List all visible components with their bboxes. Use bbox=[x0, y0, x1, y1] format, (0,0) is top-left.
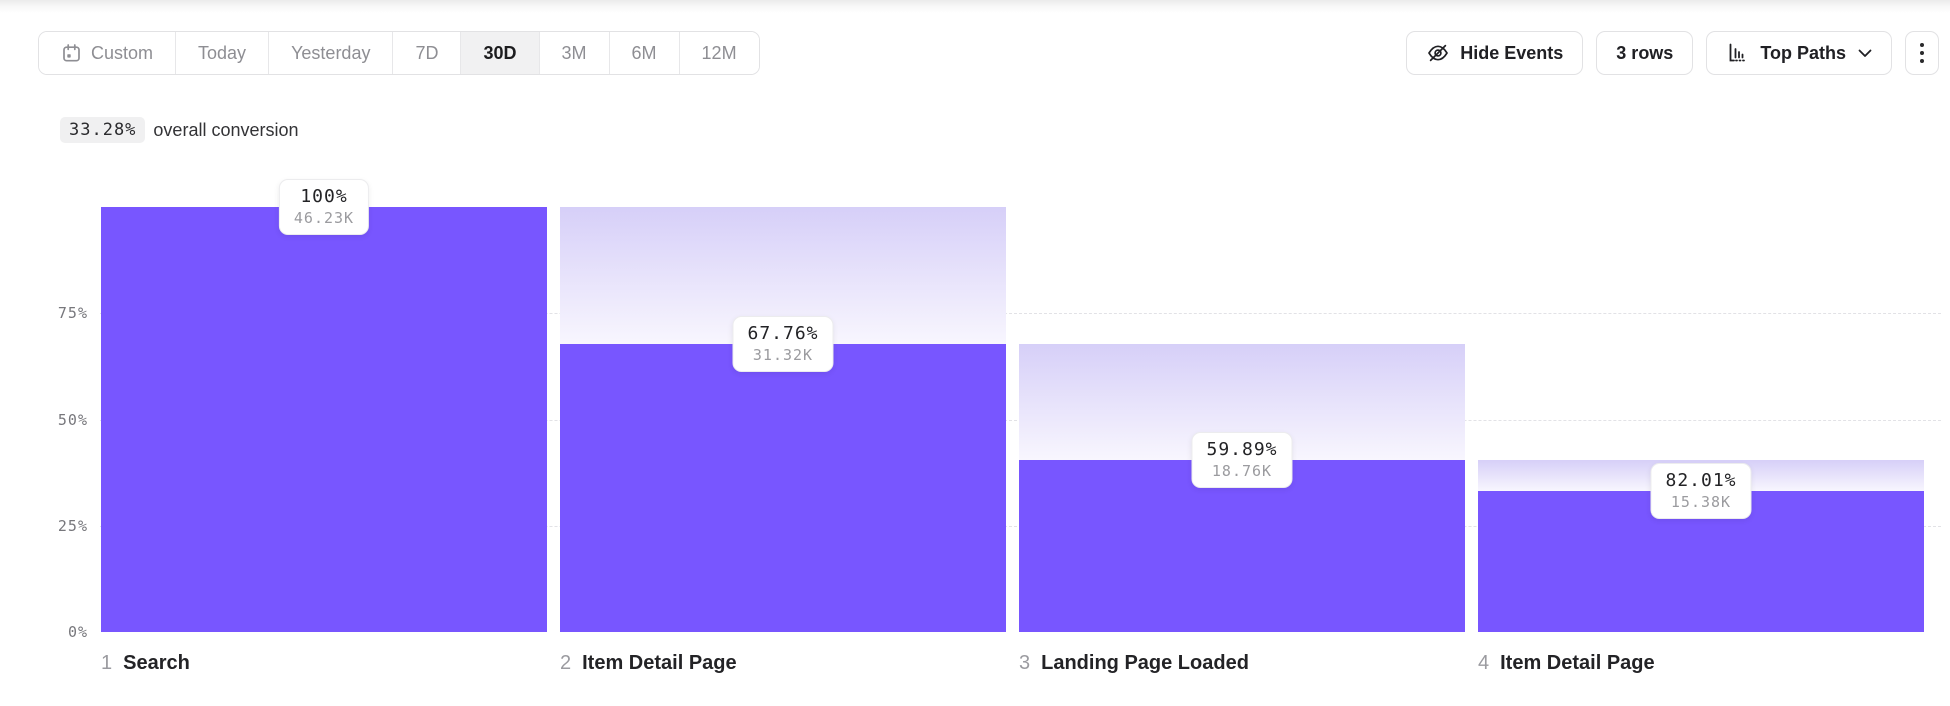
date-range-yesterday[interactable]: Yesterday bbox=[269, 32, 394, 74]
date-range-30d[interactable]: 30D bbox=[461, 32, 540, 74]
date-range-label: 7D bbox=[415, 42, 439, 63]
date-range-segmented-control: Custom Today Yesterday 7D 30D 3M 6M 12M bbox=[38, 31, 760, 75]
y-axis-tick-label: 50% bbox=[57, 410, 88, 429]
step-name: Item Detail Page bbox=[582, 652, 737, 674]
conversion-percentage: 82.01% bbox=[1665, 469, 1737, 491]
funnel-step-labels: 1 Search 2 Item Detail Page 3 Landing Page Lo… bbox=[0, 652, 1950, 682]
conversion-percentage: 67.76% bbox=[747, 323, 819, 345]
more-options-button[interactable] bbox=[1905, 31, 1939, 75]
step-number: 3 bbox=[1019, 652, 1031, 674]
toolbar: Custom Today Yesterday 7D 30D 3M 6M 12M bbox=[0, 31, 1950, 75]
conversion-count: 18.76K bbox=[1211, 461, 1273, 480]
y-axis-tick-label: 0% bbox=[67, 623, 88, 641]
funnel-bar-segment[interactable] bbox=[560, 344, 1006, 632]
date-range-label: 6M bbox=[631, 42, 657, 63]
date-range-custom[interactable]: Custom bbox=[39, 32, 177, 74]
date-range-today[interactable]: Today bbox=[176, 32, 270, 74]
date-range-6m[interactable]: 6M bbox=[609, 32, 680, 74]
conversion-count: 15.38K bbox=[1670, 492, 1732, 511]
chevron-down-icon bbox=[1858, 49, 1872, 58]
funnel-bar-segment[interactable] bbox=[1019, 459, 1465, 632]
conversion-badge: 59.89% 18.76K bbox=[1191, 431, 1293, 488]
date-range-label: 3M bbox=[561, 42, 587, 63]
date-range-label: 30D bbox=[483, 42, 517, 63]
conversion-badge: 100% 46.23K bbox=[278, 179, 370, 235]
top-paths-dropdown[interactable]: Top Paths bbox=[1706, 31, 1892, 75]
funnel-bar-segment[interactable] bbox=[101, 207, 547, 632]
overall-conversion-label: overall conversion bbox=[153, 119, 299, 140]
step-number: 4 bbox=[1478, 652, 1490, 674]
top-divider-shadow bbox=[0, 0, 1950, 13]
overall-conversion-summary: 33.28% overall conversion bbox=[60, 117, 299, 143]
step-name: Item Detail Page bbox=[1500, 652, 1655, 674]
rows-count-label: 3 rows bbox=[1616, 42, 1674, 63]
step-label: 2 Item Detail Page bbox=[560, 652, 737, 675]
date-range-3m[interactable]: 3M bbox=[539, 32, 610, 74]
y-axis-tick-label: 25% bbox=[57, 516, 88, 535]
y-gridline bbox=[100, 313, 1941, 315]
date-range-label: Today bbox=[198, 42, 247, 63]
date-range-label: Custom bbox=[91, 42, 154, 63]
y-axis-tick-label: 75% bbox=[57, 304, 88, 323]
conversion-count: 31.32K bbox=[752, 346, 814, 365]
eye-off-icon bbox=[1426, 41, 1450, 65]
calendar-icon bbox=[61, 43, 82, 64]
kebab-menu-icon bbox=[1920, 43, 1924, 63]
date-range-7d[interactable]: 7D bbox=[393, 32, 462, 74]
step-number: 1 bbox=[101, 652, 113, 674]
bar-chart-icon bbox=[1726, 41, 1750, 65]
overall-conversion-value: 33.28% bbox=[60, 117, 146, 143]
step-label: 3 Landing Page Loaded bbox=[1019, 652, 1249, 675]
hide-events-label: Hide Events bbox=[1460, 42, 1564, 63]
conversion-percentage: 59.89% bbox=[1206, 438, 1278, 460]
step-label: 1 Search bbox=[101, 652, 190, 675]
conversion-count: 46.23K bbox=[293, 209, 355, 227]
rows-count-button[interactable]: 3 rows bbox=[1596, 31, 1694, 75]
conversion-percentage: 100% bbox=[300, 186, 348, 207]
date-range-12m[interactable]: 12M bbox=[679, 32, 759, 74]
step-name: Search bbox=[123, 652, 190, 674]
top-paths-label: Top Paths bbox=[1760, 42, 1846, 63]
step-label: 4 Item Detail Page bbox=[1478, 652, 1655, 675]
conversion-badge: 67.76% 31.32K bbox=[732, 316, 834, 373]
date-range-label: 12M bbox=[701, 42, 737, 63]
step-name: Landing Page Loaded bbox=[1041, 652, 1249, 674]
toolbar-right-buttons: Hide Events 3 rows Top Paths bbox=[1406, 31, 1939, 75]
hide-events-button[interactable]: Hide Events bbox=[1406, 31, 1584, 75]
date-range-label: Yesterday bbox=[291, 42, 371, 63]
step-number: 2 bbox=[560, 652, 572, 674]
conversion-badge: 82.01% 15.38K bbox=[1650, 462, 1752, 519]
